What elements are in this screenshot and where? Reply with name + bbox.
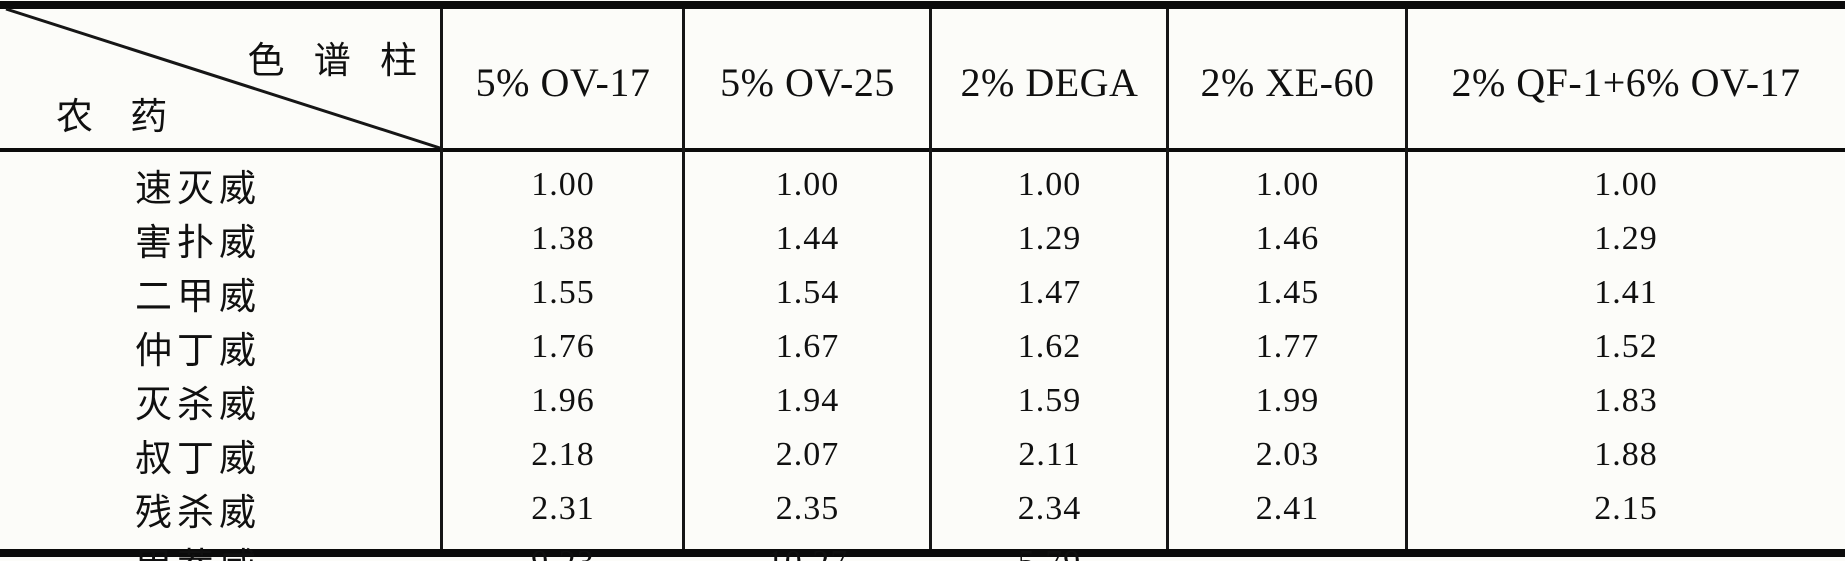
column-header-2-dega: 2% DEGA: [960, 59, 1139, 105]
row-label: 仲丁威: [135, 331, 261, 372]
value-cell: 1.94: [775, 382, 840, 419]
value-cell: 2.31: [531, 490, 595, 527]
bottom-rule: [0, 549, 1845, 557]
value-cell: 2.15: [1594, 490, 1658, 527]
header-rule: [0, 148, 1845, 152]
table-header-row: 色 谱 柱 农 药 5% OV-17 5% OV-25 2% DEGA 2% X…: [0, 8, 1845, 148]
table-row: 残杀威 2.31 2.35 2.34 2.41 2.15: [0, 482, 1845, 536]
value-cell: 2.34: [1017, 490, 1082, 527]
value-cell: 1.54: [775, 274, 840, 311]
row-label: 灭杀威: [135, 385, 261, 426]
row-label: 害扑威: [135, 223, 261, 264]
value-cell: 1.00: [531, 166, 595, 203]
table-row: 速灭威 1.00 1.00 1.00 1.00 1.00: [0, 158, 1845, 212]
value-cell: 1.44: [775, 220, 840, 257]
column-divider-line: [1166, 9, 1169, 549]
table-row: 灭杀威 1.96 1.94 1.59 1.99 1.83: [0, 374, 1845, 428]
value-cell: 2.07: [775, 436, 840, 473]
value-cell: 1.59: [1017, 382, 1082, 419]
no-data-dash: —: [1264, 544, 1311, 561]
value-cell: 2.41: [1255, 490, 1320, 527]
column-divider-line: [440, 9, 443, 549]
column-header-5-ov-17: 5% OV-17: [475, 59, 651, 105]
value-cell: 1.83: [1594, 382, 1658, 419]
value-cell: 10.27: [684, 536, 931, 561]
table-row: 二甲威 1.55 1.54 1.47 1.45 1.41: [0, 266, 1845, 320]
column-axis-label: 色 谱 柱: [247, 41, 418, 82]
value-cell: —: [1168, 536, 1407, 561]
value-cell: 2.11: [1018, 436, 1081, 473]
row-label: 速灭威: [135, 169, 261, 210]
value-cell: 1.76: [531, 328, 595, 365]
table-row: 甲萘威 9.23 10.27 5.79 — —: [0, 536, 1845, 561]
value-cell: 1.38: [531, 220, 595, 257]
column-header-2-xe-60: 2% XE-60: [1200, 59, 1375, 105]
value-cell: 5.79: [931, 536, 1168, 561]
value-cell: 1.29: [1594, 220, 1658, 257]
column-divider-line: [682, 9, 685, 549]
value-cell: 1.67: [775, 328, 840, 365]
column-divider-line: [1405, 9, 1408, 549]
value-cell: 1.47: [1017, 274, 1082, 311]
table-row: 害扑威 1.38 1.44 1.29 1.46 1.29: [0, 212, 1845, 266]
value-cell: 1.99: [1255, 382, 1320, 419]
value-cell: 2.35: [775, 490, 840, 527]
value-cell: 1.62: [1017, 328, 1082, 365]
corner-header-cell: 色 谱 柱 农 药: [0, 8, 442, 148]
value-cell: —: [1407, 536, 1845, 561]
value-cell: 9.23: [442, 536, 684, 561]
value-cell: 1.29: [1017, 220, 1082, 257]
chromatography-retention-table-body: 速灭威 1.00 1.00 1.00 1.00 1.00 害扑威 1.38 1.…: [0, 158, 1845, 561]
row-label: 甲萘威: [0, 536, 442, 561]
value-cell: 1.46: [1255, 220, 1320, 257]
value-cell: 2.03: [1255, 436, 1320, 473]
value-cell: 1.00: [1017, 166, 1082, 203]
value-cell: 1.00: [1255, 166, 1320, 203]
value-cell: 1.55: [531, 274, 595, 311]
no-data-dash: —: [1602, 544, 1649, 561]
value-cell: 1.88: [1594, 436, 1658, 473]
column-header-2-qf1-6-ov17: 2% QF-1+6% OV-17: [1451, 59, 1801, 105]
column-header-5-ov-25: 5% OV-25: [720, 59, 895, 105]
row-axis-label: 农 药: [56, 97, 168, 138]
row-label: 叔丁威: [135, 439, 261, 480]
table-row: 叔丁威 2.18 2.07 2.11 2.03 1.88: [0, 428, 1845, 482]
top-rule: [0, 1, 1845, 9]
value-cell: 2.18: [531, 436, 595, 473]
row-label: 二甲威: [135, 277, 261, 318]
value-cell: 1.77: [1255, 328, 1320, 365]
value-cell: 1.96: [531, 382, 595, 419]
value-cell: 1.00: [1594, 166, 1658, 203]
value-cell: 1.45: [1255, 274, 1320, 311]
column-divider-line: [929, 9, 932, 549]
value-cell: 1.52: [1594, 328, 1658, 365]
value-cell: 1.41: [1594, 274, 1658, 311]
value-cell: 1.00: [775, 166, 840, 203]
table-row: 仲丁威 1.76 1.67 1.62 1.77 1.52: [0, 320, 1845, 374]
diagonal-divider-line: [5, 8, 441, 148]
row-label: 残杀威: [135, 493, 261, 534]
